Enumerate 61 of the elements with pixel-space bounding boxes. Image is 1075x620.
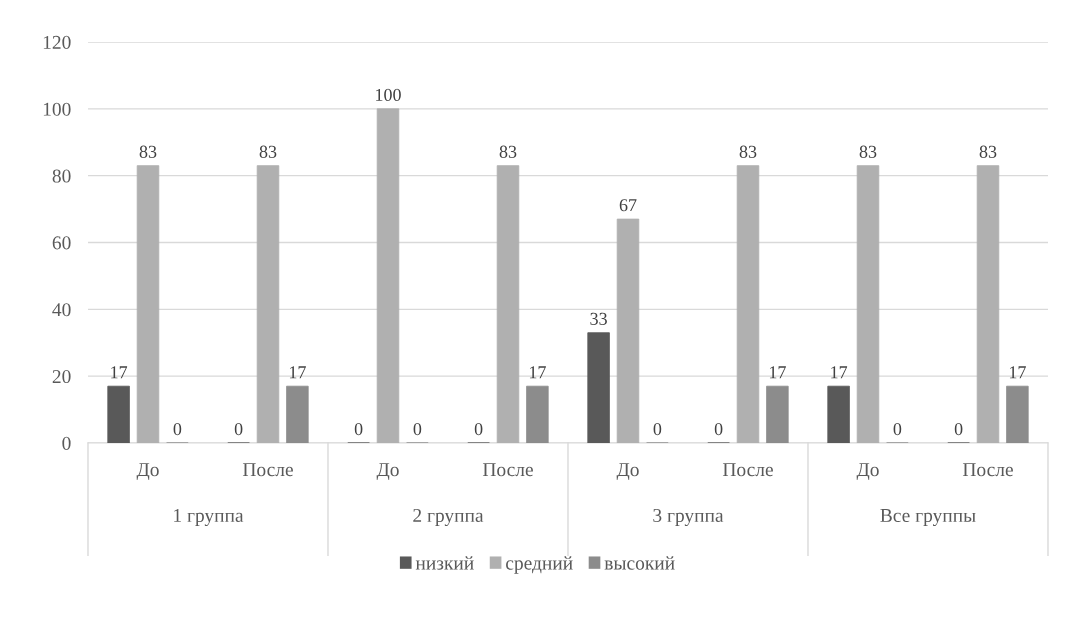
- legend-label: высокий: [604, 556, 675, 570]
- bar: [526, 385, 549, 443]
- bar: [376, 108, 400, 443]
- y-tick-label: 0: [62, 436, 71, 450]
- data-label: 0: [954, 422, 963, 436]
- y-tick-label: 80: [52, 169, 71, 183]
- y-tick-label: 20: [52, 369, 71, 384]
- x-tick-label: До: [136, 463, 159, 481]
- data-label: 0: [714, 422, 723, 436]
- text: 2 группа: [413, 508, 484, 526]
- bar: [827, 385, 850, 443]
- text: 1 группа: [174, 508, 244, 526]
- data-label: 0: [354, 422, 363, 436]
- data-label: 17: [831, 366, 848, 379]
- data-label: 83: [739, 145, 757, 158]
- data-label: 83: [259, 145, 277, 158]
- y-tick-label: 40: [52, 303, 71, 317]
- data-label: 17: [529, 366, 546, 379]
- data-label: 17: [769, 366, 786, 379]
- x-tick-label: До: [856, 463, 879, 481]
- data-label: 17: [289, 366, 306, 379]
- data-label: 83: [139, 145, 157, 158]
- data-label: 83: [979, 145, 997, 158]
- data-label: 100: [376, 88, 401, 101]
- data-label: 0: [234, 422, 243, 436]
- bar: [736, 165, 760, 443]
- y-tick-label: 60: [52, 236, 71, 250]
- data-label: 33: [590, 312, 607, 325]
- bar: [1006, 385, 1029, 443]
- legend-label: низкий: [415, 556, 474, 570]
- bar: [856, 165, 880, 443]
- text: 3 группа: [653, 508, 724, 526]
- y-tick-label: 100: [43, 102, 71, 116]
- y-tick-label: 120: [43, 35, 71, 49]
- data-label: 0: [413, 422, 422, 436]
- bar: [976, 165, 1000, 443]
- text: Все группы: [880, 509, 976, 526]
- legend-label: средний: [506, 556, 573, 574]
- data-label: 83: [859, 145, 877, 158]
- data-label: 17: [111, 366, 128, 379]
- x-tick-label: После: [722, 463, 773, 477]
- bar: [107, 385, 130, 443]
- x-tick-label: После: [242, 463, 293, 477]
- bar: [496, 165, 520, 443]
- data-label: 0: [173, 422, 182, 436]
- bar: [766, 385, 789, 443]
- bar: [286, 385, 309, 443]
- bar: [136, 165, 160, 443]
- bar: [256, 165, 280, 443]
- data-label: 83: [499, 145, 517, 158]
- x-tick-label: До: [376, 463, 399, 481]
- x-tick-label: После: [962, 463, 1013, 477]
- data-label: 17: [1009, 366, 1026, 379]
- x-tick-label: После: [482, 463, 533, 477]
- bar: [616, 218, 640, 443]
- data-label: 0: [893, 422, 902, 436]
- data-label: 0: [474, 422, 483, 436]
- x-tick-label: До: [616, 463, 639, 481]
- data-label: 0: [653, 422, 662, 436]
- bar: [587, 332, 610, 443]
- data-label: 67: [619, 199, 637, 212]
